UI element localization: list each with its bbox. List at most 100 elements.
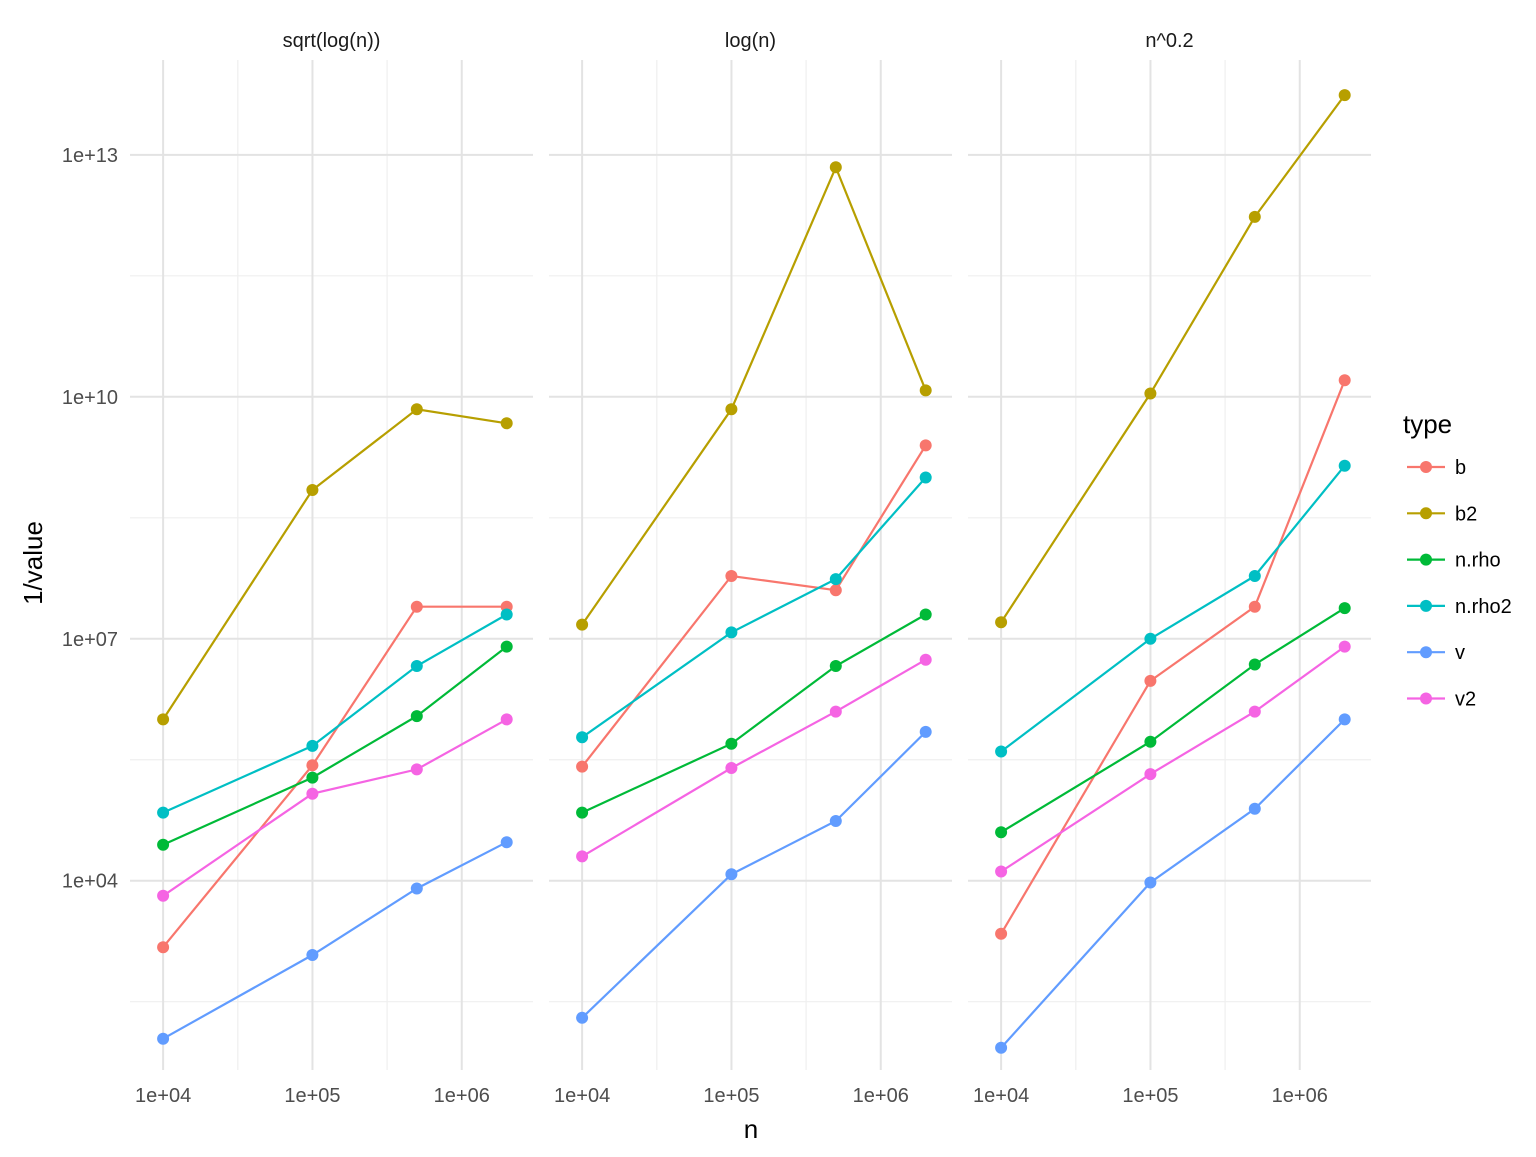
data-point-n-rho — [725, 737, 738, 750]
legend-label: n.rho2 — [1455, 596, 1512, 618]
legend-key-point — [1420, 553, 1432, 566]
series-line-v — [581, 731, 927, 1019]
data-point-b — [1144, 674, 1157, 687]
series-line-v — [162, 841, 508, 1040]
panel-strip-label: sqrt(log(n)) — [283, 30, 381, 52]
data-point-b — [576, 760, 589, 773]
data-point-b — [995, 927, 1008, 940]
x-tick-label: 1e+06 — [1272, 1085, 1328, 1107]
data-point-b2 — [576, 618, 589, 631]
data-point-b2 — [919, 384, 932, 397]
data-point-n-rho2 — [919, 471, 932, 484]
x-tick-label: 1e+06 — [434, 1085, 490, 1107]
data-point-b — [306, 759, 319, 772]
data-point-b2 — [500, 417, 513, 430]
legend-key-point — [1420, 692, 1432, 705]
data-point-n-rho2 — [1248, 570, 1261, 582]
y-tick-label: 1e+04 — [62, 871, 118, 893]
series-line-n-rho — [162, 645, 508, 846]
data-point-v — [410, 882, 423, 895]
legend-label: b2 — [1455, 503, 1477, 525]
data-point-v — [306, 949, 319, 961]
data-point-v2 — [725, 762, 738, 774]
data-point-v2 — [1144, 768, 1157, 781]
y-tick-label: 1e+07 — [62, 629, 118, 651]
data-point-b2 — [157, 713, 170, 726]
data-point-n-rho2 — [306, 739, 319, 752]
y-tick-label: 1e+10 — [62, 387, 118, 409]
data-point-b — [725, 570, 738, 582]
data-point-v2 — [157, 889, 170, 902]
x-axis-title: n — [744, 1114, 758, 1144]
data-point-b — [1248, 600, 1261, 613]
legend-label: v — [1455, 642, 1465, 664]
data-point-v — [576, 1011, 589, 1024]
data-point-b — [410, 600, 423, 613]
panel-n-0-2: n^0.2 1e+04 1e+05 1e+06 — [968, 30, 1371, 1107]
series-line-b — [581, 444, 927, 768]
data-point-n-rho2 — [576, 731, 589, 744]
data-point-n-rho — [500, 640, 513, 653]
series-line-b — [162, 605, 507, 948]
x-tick-label: 1e+04 — [973, 1085, 1029, 1107]
series-line-v2 — [1000, 645, 1346, 873]
data-point-v — [500, 836, 513, 849]
panel-strip-label: n^0.2 — [1145, 30, 1193, 52]
legend-label: b — [1455, 457, 1466, 479]
legend-item-n-rho: n.rho — [1407, 550, 1501, 572]
panel-strip-label: log(n) — [725, 30, 776, 52]
panel-sqrt-log-n: sqrt(log(n)) 1e+04 1e+05 1e+06 — [130, 30, 533, 1107]
legend-key-point — [1420, 461, 1432, 473]
legend-item-b2: b2 — [1407, 503, 1477, 525]
series-line-v — [1000, 718, 1346, 1049]
series-line-v2 — [162, 718, 508, 897]
series-line-n-rho — [1000, 607, 1346, 834]
data-point-v2 — [919, 653, 932, 666]
panels-layer: sqrt(log(n)) 1e+04 1e+05 1e+06 log(n) 1e+04 1e… — [130, 30, 1371, 1107]
data-point-v — [995, 1041, 1008, 1054]
legend-title: type — [1403, 409, 1452, 439]
series-line-n-rho2 — [1000, 465, 1346, 753]
data-point-v2 — [410, 763, 423, 776]
y-tick-label: 1e+13 — [62, 145, 118, 167]
data-point-n-rho — [995, 826, 1008, 839]
data-point-v — [829, 815, 842, 827]
y-axis-tick-labels: 1e+04 1e+07 1e+10 1e+13 — [62, 145, 118, 893]
data-point-n-rho2 — [157, 806, 170, 819]
data-point-v2 — [995, 865, 1008, 878]
series-line-n-rho — [581, 613, 927, 814]
legend-item-v2: v2 — [1407, 689, 1476, 711]
data-point-b — [1338, 374, 1351, 387]
legend-key-point — [1420, 599, 1432, 612]
y-axis-title: 1/value — [18, 521, 48, 605]
legend-key-point — [1420, 507, 1432, 520]
data-point-v — [725, 868, 738, 881]
data-point-v2 — [306, 787, 319, 800]
series-line-n-rho2 — [581, 476, 927, 739]
data-point-v — [919, 725, 932, 738]
data-point-b — [919, 439, 932, 452]
data-point-b2 — [995, 616, 1008, 629]
x-tick-label: 1e+06 — [853, 1085, 909, 1107]
data-point-n-rho2 — [829, 573, 842, 586]
data-point-n-rho — [1248, 658, 1261, 671]
x-tick-label: 1e+04 — [554, 1085, 610, 1107]
series-line-n-rho2 — [162, 613, 508, 814]
data-point-v — [1248, 802, 1261, 815]
series-line-v2 — [581, 658, 927, 858]
data-point-b — [829, 584, 842, 597]
series-line-b2 — [162, 408, 507, 721]
data-point-n-rho2 — [500, 608, 513, 621]
x-tick-label: 1e+04 — [135, 1085, 191, 1107]
data-point-v2 — [576, 850, 589, 863]
x-tick-label: 1e+05 — [1122, 1085, 1178, 1107]
data-point-v2 — [1248, 705, 1261, 718]
data-point-v2 — [500, 713, 513, 726]
data-point-n-rho2 — [725, 626, 738, 639]
legend: type b b2 n.rho n.rho2 v v2 — [1403, 409, 1512, 711]
data-point-b2 — [306, 484, 319, 496]
data-point-b2 — [725, 403, 738, 416]
data-point-n-rho — [1144, 735, 1157, 748]
